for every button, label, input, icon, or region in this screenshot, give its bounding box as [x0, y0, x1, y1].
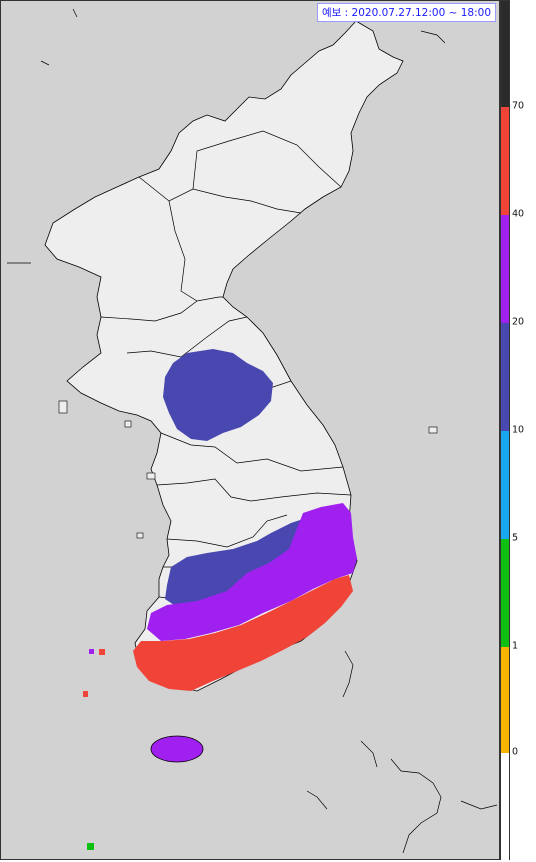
- legend-label-40: 40: [512, 208, 525, 220]
- precip-40-70-cell: [83, 691, 88, 697]
- legend-seg-5-10: [501, 431, 509, 539]
- precip-10-20-south: [165, 517, 309, 607]
- japan-coastline: [306, 650, 498, 854]
- north-coast-fragments: [7, 8, 446, 264]
- precip-40-70-cell-2: [99, 649, 105, 655]
- legend-seg-above-70: [501, 1, 509, 107]
- legend-seg-1-5: [501, 539, 509, 647]
- legend-seg-10-20: [501, 323, 509, 431]
- legend-seg-0-1: [501, 647, 509, 753]
- legend-seg-20-40: [501, 215, 509, 323]
- jeju-island: [150, 735, 204, 763]
- precip-10-20-central: [163, 349, 273, 441]
- legend-label-20: 20: [512, 316, 525, 328]
- legend-label-5: 5: [512, 532, 519, 544]
- forecast-title: 예보 : 2020.07.27.12:00 ~ 18:00: [317, 3, 496, 22]
- legend-label-1: 1: [512, 640, 519, 652]
- legend-label-0: 0: [512, 746, 519, 758]
- precipitation-map[interactable]: 예보 : 2020.07.27.12:00 ~ 18:00: [0, 0, 500, 860]
- legend-color-bar: [500, 0, 510, 861]
- precip-40-70: [133, 575, 353, 691]
- legend-seg-40-70: [501, 107, 509, 215]
- legend-seg-below-0: [501, 753, 509, 861]
- legend-label-70: 70: [512, 100, 525, 112]
- scattered-islands: [58, 400, 438, 539]
- map-canvas: [1, 1, 499, 859]
- legend-label-10: 10: [512, 424, 525, 436]
- precip-1-5-cell: [87, 843, 94, 850]
- precip-20-40: [147, 503, 357, 641]
- precip-20-40-cell: [89, 649, 94, 654]
